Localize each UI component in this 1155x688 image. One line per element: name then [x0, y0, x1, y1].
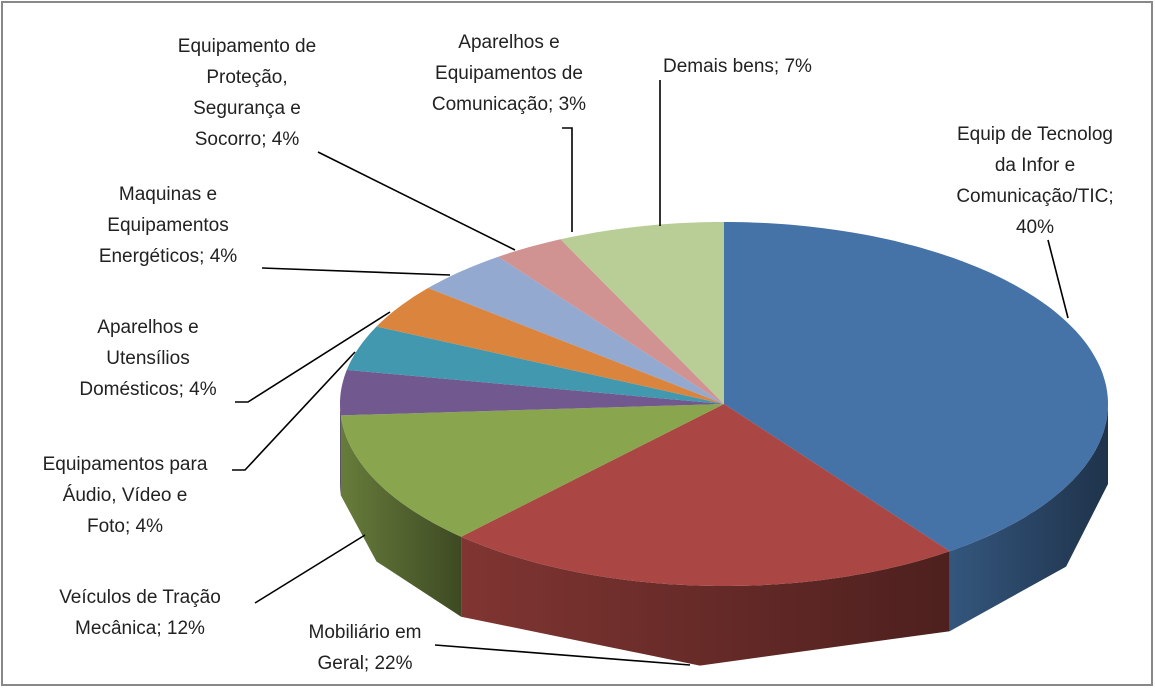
label-line: Comunicação; 3% — [432, 94, 586, 115]
leader-line — [235, 311, 391, 403]
label-line: Maquinas e — [119, 184, 217, 205]
data-label: Equipamento de Proteção, Segurança e Socorr… — [178, 36, 316, 150]
data-label: Aparelhos e Utensílios Domésticos; 4% — [79, 317, 216, 400]
label-line: Equipamentos para — [43, 454, 208, 475]
label-line: Demais bens; 7% — [663, 56, 812, 77]
leader-line — [562, 127, 573, 232]
label-line: Áudio, Vídeo e — [63, 485, 188, 506]
label-line: Equipamento de — [178, 36, 316, 57]
data-label: Mobiliário em Geral; 22% — [309, 622, 422, 674]
label-line: Mobiliário em — [309, 622, 422, 643]
slice — [461, 404, 950, 586]
slice — [376, 288, 724, 404]
label-line: Proteção, — [206, 67, 287, 88]
label-line: Equipamentos — [107, 215, 228, 236]
leader-line — [317, 151, 516, 251]
label-line: Socorro; 4% — [195, 129, 300, 150]
slice — [340, 404, 724, 537]
data-label: Equipamentos para Áudio, Vídeo e Foto; 4% — [43, 454, 208, 537]
label-line: Veículos de Tração — [59, 587, 221, 608]
label-line: Geral; 22% — [317, 653, 412, 674]
data-label: Veículos de Tração Mecânica; 12% — [59, 587, 221, 639]
label-line: Equip de Tecnolog — [957, 124, 1113, 145]
slice — [498, 239, 724, 404]
slice-side — [340, 404, 341, 496]
label-line: Energéticos; 4% — [99, 246, 237, 267]
data-label: Equip de Tecnolog da Infor e Comunicação/T… — [956, 124, 1113, 238]
slice — [560, 222, 724, 404]
label-line: Equipamentos de — [435, 63, 583, 84]
label-line: Aparelhos e — [458, 32, 559, 53]
slice-side — [949, 404, 1108, 632]
label-line: Domésticos; 4% — [79, 379, 216, 400]
leader-line — [232, 351, 356, 471]
slice — [428, 256, 724, 404]
leader-line — [254, 534, 366, 604]
slice — [340, 369, 724, 416]
leader-line — [261, 267, 451, 276]
slice-side — [461, 536, 950, 666]
slice-side — [340, 415, 462, 617]
label-line: Aparelhos e — [97, 317, 198, 338]
data-label: Aparelhos e Equipamentos de Comunicação; 3… — [432, 32, 586, 115]
slice — [346, 326, 724, 404]
leader-line — [434, 644, 691, 666]
label-line: Segurança e — [193, 98, 301, 119]
label-line: da Infor e — [995, 155, 1075, 176]
label-line: Utensílios — [106, 348, 189, 369]
data-label: Maquinas e Equipamentos Energéticos; 4% — [99, 184, 237, 267]
label-line: Mecânica; 12% — [75, 618, 205, 639]
slice — [724, 222, 1108, 552]
label-line: 40% — [1016, 217, 1054, 238]
label-line: Foto; 4% — [87, 516, 163, 537]
label-line: Comunicação/TIC; — [956, 186, 1113, 207]
data-label: Demais bens; 7% — [663, 56, 812, 77]
leader-line — [1047, 239, 1069, 319]
